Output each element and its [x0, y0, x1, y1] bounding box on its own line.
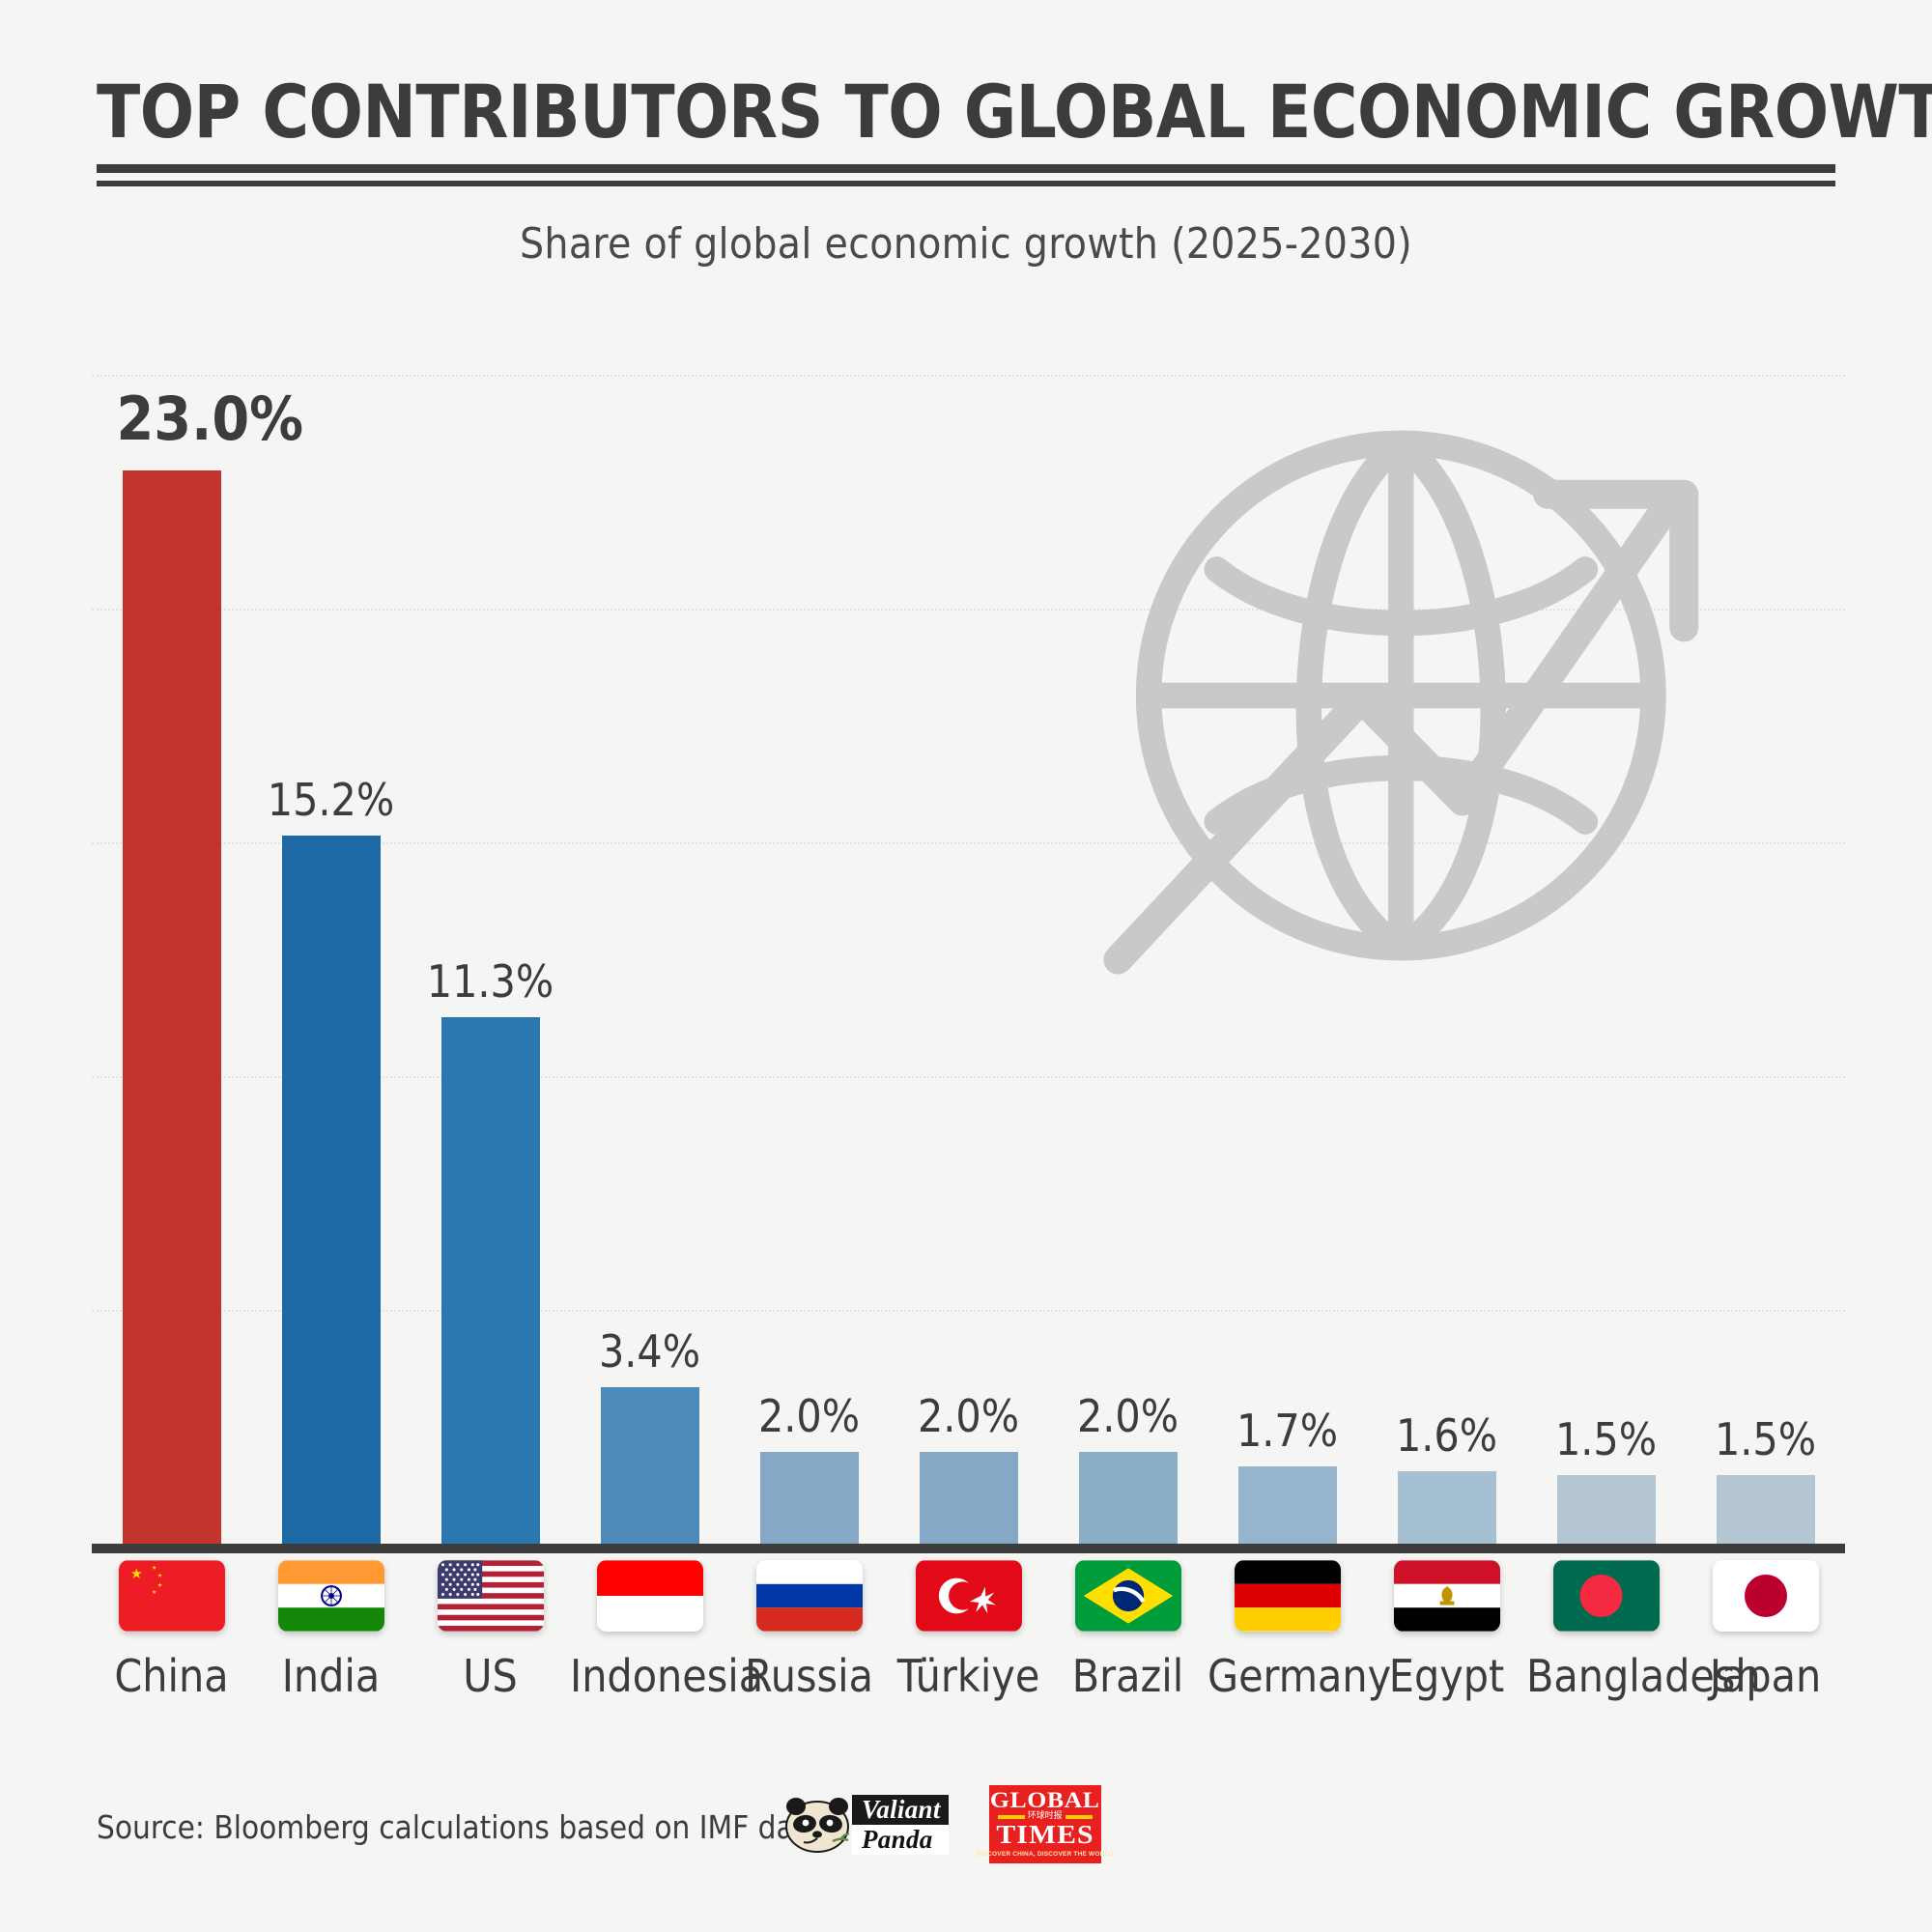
bar[interactable]: [919, 1452, 1018, 1546]
category-label: China: [114, 1650, 229, 1702]
bar-value-label: 2.0%: [917, 1390, 1020, 1443]
category-brazil[interactable]: Brazil: [1048, 1560, 1208, 1699]
gridline: [92, 1076, 1845, 1079]
category-trkiye[interactable]: Türkiye: [889, 1560, 1048, 1699]
indonesia-flag: [596, 1560, 703, 1632]
bar-value-label: 11.3%: [426, 955, 554, 1009]
germany-flag: [1234, 1560, 1341, 1632]
bar-chart: 23.0% 15.2% 11.3% 3.4% 2.0% 2.0% 2.0% 1.7% 1.6% 1…: [92, 328, 1845, 1553]
bar-group[interactable]: 11.3%: [411, 330, 570, 1546]
gridline: [92, 1310, 1845, 1313]
bar-value-label: 2.0%: [757, 1390, 861, 1443]
bangladesh-flag: [1552, 1560, 1660, 1632]
global-times-times: TIMES: [996, 1820, 1094, 1849]
bar[interactable]: [1556, 1475, 1656, 1546]
bars-container: 23.0% 15.2% 11.3% 3.4% 2.0% 2.0% 2.0% 1.7% 1.6% 1…: [92, 328, 1845, 1546]
category-label: India: [281, 1650, 381, 1702]
bar-value-label: 1.7%: [1236, 1404, 1339, 1457]
bar[interactable]: [759, 1452, 859, 1546]
category-label: Bangladesh: [1526, 1650, 1761, 1702]
global-times-global: GLOBAL: [989, 1788, 1100, 1812]
category-label: US: [463, 1650, 518, 1702]
bar[interactable]: [122, 470, 221, 1546]
bar-group[interactable]: 15.2%: [251, 330, 411, 1546]
global-times-tagline: DISCOVER CHINA, DISCOVER THE WORLD: [976, 1851, 1114, 1858]
page-title: TOP CONTRIBUTORS TO GLOBAL ECONOMIC GROW…: [97, 69, 1932, 155]
valiant-panda-logo: Valiant Panda: [782, 1794, 949, 1855]
x-axis-categories: China India US Indonesia Russia Türkiye Brazil…: [92, 1560, 1845, 1773]
category-label: Germany: [1208, 1650, 1392, 1702]
bar-value-label: 3.4%: [598, 1324, 701, 1378]
bar-group[interactable]: 2.0%: [729, 330, 889, 1546]
panda-icon: [785, 1797, 850, 1853]
category-label: Japan: [1709, 1650, 1822, 1702]
bar-group[interactable]: 2.0%: [1048, 330, 1208, 1546]
india-flag: [277, 1560, 384, 1632]
source-note: Source: Bloomberg calculations based on …: [97, 1808, 823, 1846]
gridline: [92, 609, 1845, 611]
category-russia[interactable]: Russia: [729, 1560, 889, 1699]
turkiye-flag: [915, 1560, 1022, 1632]
bar-group[interactable]: 1.5%: [1526, 330, 1686, 1546]
category-bangladesh[interactable]: Bangladesh: [1526, 1560, 1761, 1702]
category-label: Egypt: [1388, 1650, 1505, 1702]
category-japan[interactable]: Japan: [1686, 1560, 1845, 1699]
category-indonesia[interactable]: Indonesia: [570, 1560, 764, 1702]
x-axis-line: [92, 1544, 1845, 1553]
bar-group[interactable]: 3.4%: [570, 330, 729, 1546]
category-us[interactable]: US: [411, 1560, 570, 1699]
bar[interactable]: [1716, 1475, 1815, 1546]
bar-group[interactable]: 1.6%: [1367, 330, 1526, 1546]
bar[interactable]: [1078, 1452, 1178, 1546]
global-times-logo: GLOBAL 环球时报 TIMES DISCOVER CHINA, DISCOV…: [977, 1785, 1113, 1863]
bar-value-label: 2.0%: [1076, 1390, 1179, 1443]
brazil-flag: [1074, 1560, 1181, 1632]
global-times-chinese: 环球时报: [1027, 1811, 1063, 1821]
us-flag: [437, 1560, 544, 1632]
category-label: Brazil: [1071, 1650, 1184, 1702]
valiant-panda-line2: Panda: [852, 1824, 949, 1855]
valiant-panda-line1: Valiant: [852, 1794, 949, 1825]
page-subtitle: Share of global economic growth (2025-20…: [520, 219, 1412, 269]
header: TOP CONTRIBUTORS TO GLOBAL ECONOMIC GROW…: [97, 69, 1932, 269]
bar[interactable]: [281, 835, 381, 1546]
bar-value-label: 1.5%: [1554, 1413, 1658, 1466]
egypt-flag: [1393, 1560, 1500, 1632]
bar-group[interactable]: 1.7%: [1208, 330, 1367, 1546]
category-germany[interactable]: Germany: [1208, 1560, 1392, 1702]
global-times-bar-right: [1065, 1814, 1093, 1819]
bar-value-label: 15.2%: [267, 773, 395, 826]
bar-group[interactable]: 1.5%: [1686, 330, 1845, 1546]
bar-value-label: 1.6%: [1395, 1408, 1498, 1462]
bar-group[interactable]: 23.0%: [92, 330, 303, 1546]
japan-flag: [1712, 1560, 1819, 1632]
title-rule-thin: [97, 181, 1835, 186]
global-times-divider: 环球时报: [997, 1811, 1093, 1821]
logos: Valiant Panda GLOBAL 环球时报 TIMES DISCOVER…: [782, 1785, 1113, 1863]
plot-area: 23.0% 15.2% 11.3% 3.4% 2.0% 2.0% 2.0% 1.7% 1.6% 1…: [92, 328, 1845, 1553]
category-egypt[interactable]: Egypt: [1367, 1560, 1526, 1699]
bar-value-label: 1.5%: [1714, 1413, 1817, 1466]
bar-value-label: 23.0%: [116, 384, 304, 455]
bar-group[interactable]: 2.0%: [889, 330, 1048, 1546]
category-label: Türkiye: [896, 1650, 1040, 1702]
gridline: [92, 842, 1845, 845]
gridline: [92, 375, 1845, 378]
category-label: Indonesia: [570, 1650, 764, 1702]
title-rule-thick: [97, 164, 1835, 173]
russia-flag: [755, 1560, 863, 1632]
bar[interactable]: [600, 1386, 699, 1546]
china-flag: [118, 1560, 225, 1632]
category-label: Russia: [745, 1650, 873, 1702]
global-times-bar-left: [997, 1814, 1025, 1819]
bar[interactable]: [1397, 1470, 1496, 1546]
bar[interactable]: [440, 1017, 540, 1546]
category-india[interactable]: India: [251, 1560, 411, 1699]
category-china[interactable]: China: [92, 1560, 251, 1699]
bar[interactable]: [1237, 1465, 1337, 1546]
